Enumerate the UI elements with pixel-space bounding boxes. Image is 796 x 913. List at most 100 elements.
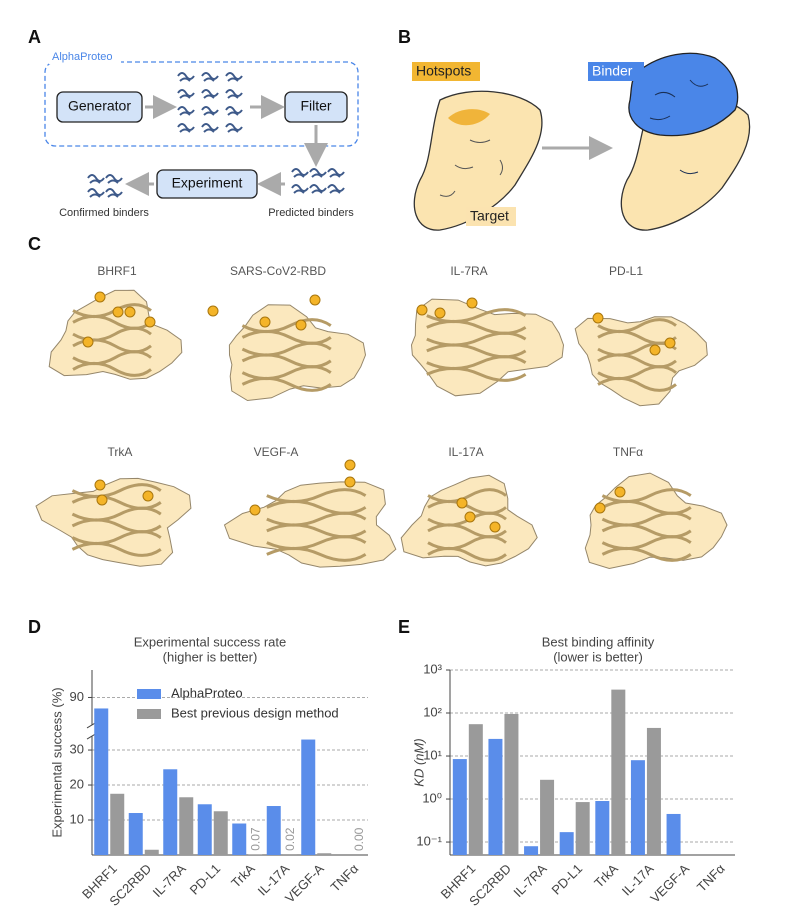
target-name: SARS-CoV2-RBD <box>230 264 326 278</box>
strand <box>266 499 367 515</box>
binder-label: Binder <box>592 63 633 79</box>
strand <box>426 355 527 371</box>
hotspot-residue <box>249 504 261 516</box>
hotspot-residue <box>259 316 271 328</box>
bar <box>452 759 467 855</box>
strand <box>266 546 367 562</box>
caption: Confirmed binders <box>59 207 149 219</box>
strand <box>426 319 527 335</box>
design-icon <box>87 174 105 184</box>
legend-label: Best previous design method <box>171 705 339 720</box>
strand <box>241 329 332 345</box>
bar <box>468 724 483 855</box>
hotspot-residue <box>649 344 661 356</box>
strand <box>266 523 367 539</box>
bar <box>559 832 574 855</box>
y-tick-label: 90 <box>70 689 84 704</box>
hotspot-residue <box>614 486 626 498</box>
hotspot-residue <box>96 494 108 506</box>
design-icon <box>225 106 243 116</box>
generator-label: Generator <box>68 98 131 114</box>
strand <box>71 518 162 534</box>
value-label: 0.07 <box>248 827 262 851</box>
hotspot-patch <box>448 109 490 126</box>
x-tick-label: TrkA <box>591 861 621 891</box>
bar <box>179 797 194 855</box>
target-name: TNFα <box>613 445 643 459</box>
strand <box>71 483 162 499</box>
y-tick-label: 10¹ <box>423 747 442 762</box>
y-tick-label: 10⁰ <box>422 790 442 805</box>
design-icon <box>327 168 345 178</box>
strand <box>266 535 367 551</box>
legend-label: AlphaProteo <box>171 685 243 700</box>
strand <box>241 365 332 381</box>
hotspot-residue <box>344 459 356 471</box>
value-label: 0.02 <box>283 827 297 851</box>
strand <box>597 318 677 334</box>
chart-title: Best binding affinity <box>542 634 655 649</box>
surface-detail <box>649 79 709 175</box>
target-label: Target <box>470 208 509 224</box>
design-icon <box>105 188 123 198</box>
design-icon <box>225 123 243 133</box>
strand <box>601 535 692 551</box>
hotspots-label: Hotspots <box>416 63 471 79</box>
bar <box>301 739 316 855</box>
hotspot-residue <box>456 497 468 509</box>
hotspot-residue <box>664 337 676 349</box>
panel-label: D <box>28 617 41 637</box>
y-tick-label: 10⁻¹ <box>416 833 442 848</box>
hotspot-residue <box>464 511 476 523</box>
generator-box <box>56 91 143 123</box>
design-icon <box>87 188 105 198</box>
design-icon <box>201 123 219 133</box>
design-icon <box>225 89 243 99</box>
strand <box>241 376 332 392</box>
strand <box>71 494 162 510</box>
hotspot-residue <box>207 305 219 317</box>
label-bg <box>466 207 516 226</box>
design-icon <box>309 168 327 178</box>
strand <box>426 343 527 359</box>
bar <box>646 727 661 855</box>
value-label: 0.00 <box>352 827 366 851</box>
bar <box>232 823 247 855</box>
design-icon <box>201 72 219 82</box>
design-icon <box>177 123 195 133</box>
panel-label: E <box>398 617 410 637</box>
group-box <box>44 61 359 147</box>
strand <box>427 523 507 539</box>
hotspot-residue <box>592 312 604 324</box>
hotspot-residue <box>144 316 156 328</box>
strand <box>427 488 507 504</box>
bar <box>128 813 143 855</box>
strand <box>426 331 527 347</box>
y-tick-label: 10² <box>423 704 442 719</box>
chart-subtitle: (lower is better) <box>553 649 643 664</box>
strand <box>266 488 367 504</box>
x-tick-label: IL-7RA <box>150 861 189 900</box>
bar <box>213 811 228 855</box>
strand <box>597 353 677 369</box>
strand <box>426 308 527 324</box>
design-icon <box>105 174 123 184</box>
hotspot-residue <box>434 307 446 319</box>
label-bg <box>412 62 480 81</box>
design-icon <box>177 106 195 116</box>
bar <box>110 793 125 855</box>
design-icon <box>225 72 243 82</box>
strand <box>71 530 162 546</box>
panel-label: B <box>398 27 411 47</box>
bar <box>540 779 555 855</box>
design-icon <box>177 89 195 99</box>
bar <box>488 738 503 855</box>
target-name: IL-7RA <box>450 264 487 278</box>
strand <box>266 511 367 527</box>
strand <box>71 541 162 557</box>
y-axis-label: KD (nM) <box>411 738 426 786</box>
x-tick-label: VEGF-A <box>647 861 692 906</box>
bar <box>630 760 645 855</box>
structures: BHRF1 SARS-CoV2-RBD IL-7RA PD-L1 TrkA VEGF-A I… <box>35 264 728 570</box>
y-tick-label: 30 <box>70 741 84 756</box>
